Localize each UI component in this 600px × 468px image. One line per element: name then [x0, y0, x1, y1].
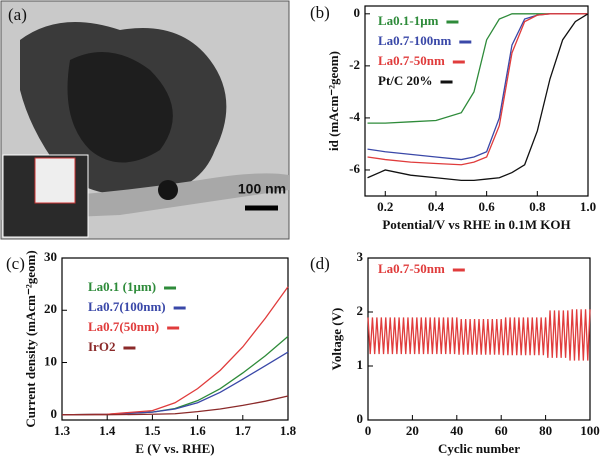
- x-tick-label: 1.8: [280, 423, 297, 438]
- y-tick-label: 0: [354, 5, 361, 20]
- legend-label: La0.7-50nm: [378, 261, 445, 276]
- x-tick-label: 1.0: [580, 199, 596, 214]
- x-tick-label: 0.8: [529, 199, 546, 214]
- x-tick-label: 20: [406, 423, 419, 438]
- panel-label: (b): [310, 3, 330, 22]
- x-tick-label: 1.6: [189, 423, 206, 438]
- particle: [158, 180, 178, 200]
- data-line: [61, 286, 289, 416]
- crystal-inset: [34, 157, 76, 204]
- legend-label: Pt/C 20%: [378, 73, 433, 88]
- x-tick-label: 0.6: [479, 199, 496, 214]
- y-axis-label: Voltage (V): [329, 308, 344, 371]
- legend-label: La0.1-1μm: [378, 13, 439, 28]
- y-tick-label: -6: [349, 161, 360, 176]
- panel-label: (c): [6, 254, 25, 273]
- plot-frame: [61, 257, 289, 421]
- data-line: [367, 13, 589, 182]
- y-tick-label: -4: [349, 109, 360, 124]
- y-axis-label: Current density (mAcm⁻²geom): [23, 250, 38, 427]
- y-tick-label: 20: [44, 301, 57, 316]
- legend-label: La0.7(50nm): [88, 319, 159, 334]
- legend-label: IrO2: [88, 339, 115, 354]
- legend-label: La0.7-100nm: [378, 33, 451, 48]
- data-line: [61, 351, 289, 416]
- y-tick-label: 0: [51, 406, 58, 421]
- data-line: [367, 13, 588, 166]
- x-axis-label: Cyclic number: [438, 441, 520, 456]
- data-line: [62, 395, 289, 416]
- y-tick-label: -2: [349, 57, 360, 72]
- x-tick-label: 80: [539, 423, 552, 438]
- y-tick-label: 10: [44, 354, 57, 369]
- x-tick-label: 1.5: [144, 423, 161, 438]
- particle-core: [67, 52, 173, 163]
- data-line: [367, 309, 591, 361]
- y-tick-label: 0: [357, 411, 364, 426]
- x-axis-label: E (V vs. RHE): [135, 441, 214, 456]
- x-tick-label: 0: [365, 423, 372, 438]
- x-tick-label: 0.4: [428, 199, 445, 214]
- legend-label: La0.1 (1μm): [88, 279, 156, 294]
- y-axis-label: id (mAcm⁻²geom): [326, 51, 341, 151]
- x-tick-label: 1.4: [99, 423, 116, 438]
- legend-label: La0.7(100nm): [88, 299, 166, 314]
- panel-label: (d): [310, 254, 330, 273]
- x-tick-label: 40: [450, 423, 463, 438]
- y-tick-label: 2: [357, 303, 364, 318]
- plot-frame: [367, 257, 591, 421]
- y-tick-label: 1: [357, 357, 364, 372]
- x-axis-label: Potential/V vs RHE in 0.1M KOH: [382, 217, 570, 232]
- x-tick-label: 1.7: [235, 423, 252, 438]
- x-tick-label: 100: [580, 423, 600, 438]
- legend-label: La0.7-50nm: [378, 53, 445, 68]
- x-tick-label: 60: [495, 423, 508, 438]
- tem-panel: (a) 100 nm: [0, 0, 290, 240]
- data-line: [367, 13, 588, 124]
- panel-label: (a): [8, 5, 27, 24]
- plot-frame: [364, 5, 589, 197]
- y-tick-label: 3: [357, 249, 364, 264]
- x-tick-label: 1.3: [54, 423, 71, 438]
- y-tick-label: 30: [44, 249, 57, 264]
- x-tick-label: 0.2: [377, 199, 393, 214]
- scale-bar-label: 100 nm: [238, 181, 286, 197]
